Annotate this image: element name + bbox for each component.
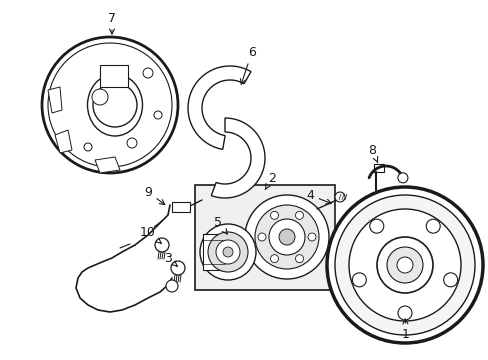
Circle shape (142, 68, 153, 78)
Text: 3: 3 (164, 252, 177, 266)
Polygon shape (55, 130, 72, 153)
Text: 4: 4 (305, 189, 330, 204)
Polygon shape (187, 66, 250, 149)
Text: 5: 5 (214, 216, 227, 234)
Text: 2: 2 (264, 171, 275, 190)
Circle shape (270, 255, 278, 263)
Text: 6: 6 (240, 45, 255, 84)
Circle shape (216, 240, 240, 264)
Circle shape (42, 37, 178, 173)
Circle shape (171, 261, 184, 275)
Circle shape (93, 83, 137, 127)
Circle shape (396, 257, 412, 273)
Circle shape (334, 195, 474, 335)
Circle shape (92, 89, 108, 105)
Circle shape (443, 273, 457, 287)
Circle shape (258, 233, 265, 241)
Bar (172, 202, 190, 212)
Circle shape (295, 255, 303, 263)
Bar (100, 65, 128, 87)
Circle shape (127, 138, 137, 148)
Text: 9: 9 (144, 185, 164, 204)
Circle shape (165, 280, 178, 292)
Circle shape (348, 209, 460, 321)
Circle shape (154, 111, 162, 119)
Text: 7: 7 (108, 12, 116, 34)
Circle shape (244, 195, 328, 279)
Circle shape (369, 219, 383, 233)
Polygon shape (48, 87, 62, 113)
Circle shape (397, 306, 411, 320)
Bar (195, 185, 334, 290)
Circle shape (200, 224, 256, 280)
Circle shape (426, 219, 439, 233)
Circle shape (386, 247, 422, 283)
Circle shape (352, 273, 366, 287)
Circle shape (48, 43, 172, 167)
Circle shape (326, 187, 482, 343)
Text: 10: 10 (140, 225, 161, 243)
Circle shape (307, 233, 315, 241)
Circle shape (270, 211, 278, 219)
Bar (373, 164, 383, 172)
Circle shape (279, 229, 294, 245)
Circle shape (254, 205, 318, 269)
Circle shape (397, 173, 407, 183)
Circle shape (268, 219, 305, 255)
Circle shape (295, 211, 303, 219)
Circle shape (207, 232, 247, 272)
Text: 1: 1 (401, 319, 409, 342)
Text: 8: 8 (367, 144, 377, 162)
Polygon shape (211, 118, 264, 198)
Ellipse shape (87, 74, 142, 136)
Circle shape (155, 238, 169, 252)
Circle shape (376, 237, 432, 293)
Circle shape (334, 192, 345, 202)
Bar (203, 234, 224, 270)
Polygon shape (95, 157, 120, 173)
Circle shape (84, 143, 92, 151)
Circle shape (223, 247, 232, 257)
